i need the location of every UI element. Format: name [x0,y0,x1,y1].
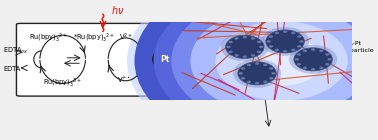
Ellipse shape [311,68,315,70]
Ellipse shape [327,58,332,61]
Ellipse shape [251,54,255,57]
Ellipse shape [152,48,179,70]
Ellipse shape [191,6,373,116]
Ellipse shape [269,67,273,70]
Ellipse shape [257,51,261,53]
Ellipse shape [241,67,245,70]
Ellipse shape [255,62,259,65]
Ellipse shape [297,63,301,66]
Ellipse shape [294,48,332,71]
Text: S180A-Pt: S180A-Pt [334,41,362,46]
Text: H$_2$: H$_2$ [204,35,218,49]
Ellipse shape [241,77,245,80]
Ellipse shape [243,36,247,38]
Ellipse shape [238,62,276,85]
Text: poly(NIPAAm-co-Ru(bpy)$_3$-co-viologen) gel: poly(NIPAAm-co-Ru(bpy)$_3$-co-viologen) … [204,92,330,101]
Ellipse shape [240,36,323,86]
Text: Ru(bpy)$_3$$^{2+}$: Ru(bpy)$_3$$^{2+}$ [29,31,68,44]
Text: $\frac{1}{2}$: $\frac{1}{2}$ [196,35,201,49]
Ellipse shape [266,30,304,53]
Ellipse shape [263,81,267,83]
Ellipse shape [243,55,247,58]
Text: H$^+$: H$^+$ [197,57,210,68]
Text: Pt: Pt [161,55,170,64]
Ellipse shape [291,49,295,51]
Ellipse shape [266,40,271,43]
Ellipse shape [319,50,324,52]
Text: V$^{+\bullet}$: V$^{+\bullet}$ [117,74,131,85]
Ellipse shape [221,32,269,61]
Ellipse shape [269,45,273,48]
Ellipse shape [135,0,378,140]
Ellipse shape [325,53,329,56]
Ellipse shape [239,72,243,75]
Ellipse shape [303,50,307,52]
Ellipse shape [153,0,378,138]
Ellipse shape [303,67,307,69]
Ellipse shape [283,30,287,33]
Ellipse shape [226,35,264,59]
FancyBboxPatch shape [17,23,193,96]
Text: EDTA$_{ox}$: EDTA$_{ox}$ [3,46,29,56]
Ellipse shape [247,81,251,83]
Ellipse shape [269,35,273,38]
Ellipse shape [275,49,279,51]
Ellipse shape [238,62,276,85]
Ellipse shape [234,37,239,40]
Ellipse shape [289,45,337,74]
Ellipse shape [297,35,301,38]
Ellipse shape [283,50,287,52]
Ellipse shape [271,72,276,75]
Ellipse shape [269,77,273,80]
Text: Ru(bpy)$_3$$^{3+}$: Ru(bpy)$_3$$^{3+}$ [43,77,82,89]
Ellipse shape [266,30,304,53]
Text: nanoparticle: nanoparticle [334,48,374,53]
Ellipse shape [294,48,332,71]
Text: V$^{2+}$: V$^{2+}$ [119,32,133,43]
Text: *Ru(bpy)$_3$$^{2+}$: *Ru(bpy)$_3$$^{2+}$ [73,31,115,44]
Text: $h\nu$: $h\nu$ [111,4,124,16]
Ellipse shape [299,40,304,43]
Ellipse shape [247,64,251,66]
Ellipse shape [255,82,259,84]
Ellipse shape [297,53,301,56]
Ellipse shape [319,67,324,69]
Ellipse shape [226,35,264,59]
Ellipse shape [215,21,348,101]
Ellipse shape [291,32,295,34]
Ellipse shape [261,27,309,56]
Ellipse shape [251,37,255,40]
Ellipse shape [234,54,239,57]
Ellipse shape [127,0,378,140]
Ellipse shape [325,63,329,66]
Ellipse shape [259,46,263,48]
Ellipse shape [226,46,231,48]
Ellipse shape [257,41,261,43]
Ellipse shape [229,51,233,53]
Ellipse shape [263,64,267,66]
Ellipse shape [233,59,281,88]
Text: EDTA: EDTA [3,66,20,72]
Ellipse shape [294,58,299,61]
Ellipse shape [171,0,378,127]
Ellipse shape [275,32,279,34]
Ellipse shape [297,45,301,48]
Ellipse shape [311,48,315,51]
Ellipse shape [229,41,233,43]
